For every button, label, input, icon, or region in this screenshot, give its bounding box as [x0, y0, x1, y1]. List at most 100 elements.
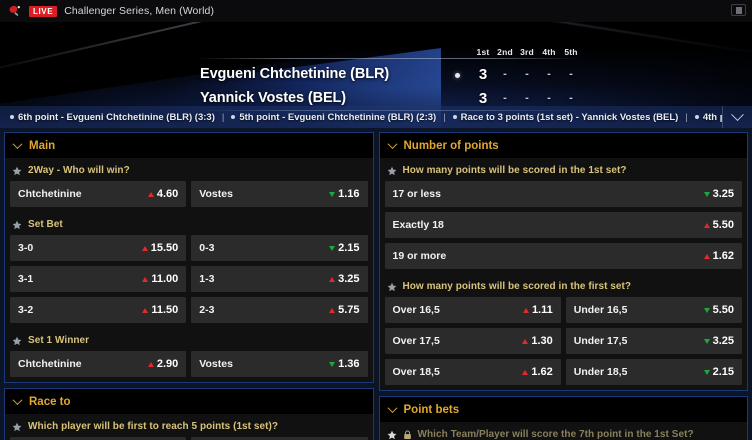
- star-icon[interactable]: [12, 220, 22, 230]
- selection-label: 19 or more: [392, 250, 447, 262]
- selection-row: Over 18,5 1.62 Under 18,5 2.15: [384, 359, 742, 385]
- selection-button[interactable]: 19 or more 1.62: [384, 243, 742, 269]
- selection-odds: 1.16: [323, 188, 360, 200]
- selection-button[interactable]: Under 18,5 2.15: [565, 359, 742, 385]
- selection-odds: 1.62: [516, 366, 553, 378]
- panel-point-bets-header[interactable]: Point bets: [379, 397, 747, 422]
- selection-button[interactable]: 3-2 11.50: [10, 297, 187, 323]
- selection-button[interactable]: 3-1 11.00: [10, 266, 187, 292]
- trend-down-icon: [703, 369, 710, 375]
- match-events-ticker: 6th point - Evgueni Chtchetinine (BLR) (…: [0, 106, 752, 128]
- selection-row: 19 or more 1.62: [384, 243, 742, 269]
- trend-down-icon: [329, 191, 336, 197]
- markets-column-right: Number of points How many points will be…: [378, 132, 748, 440]
- odds-value: 2.90: [156, 358, 179, 370]
- selection-button[interactable]: Chtchetinine 2.90: [10, 437, 187, 440]
- selection-button[interactable]: 3-0 15.50: [10, 235, 187, 261]
- selection-button[interactable]: Chtchetinine 4.60: [10, 181, 187, 207]
- live-badge: LIVE: [29, 5, 58, 17]
- panel-main: Main 2Way - Who will win? Chtchetinine 4…: [4, 132, 374, 383]
- odds-value: 1.62: [712, 250, 734, 262]
- selection-button[interactable]: 17 or less 3.25: [384, 181, 742, 207]
- selection-odds: 1.30: [516, 335, 553, 347]
- selection-button[interactable]: Exactly 18 5.50: [384, 212, 742, 238]
- markets-area: Main 2Way - Who will win? Chtchetinine 4…: [0, 128, 752, 440]
- market-header: Which player will be first to reach 5 po…: [10, 414, 368, 437]
- selection-odds: 3.25: [698, 188, 734, 200]
- bullet-icon: [231, 115, 236, 119]
- selection-button[interactable]: Vostes 1.36: [191, 437, 368, 440]
- panel-race-to: Race to Which player will be first to re…: [4, 388, 374, 440]
- set-score: -: [525, 92, 529, 104]
- chevron-down-icon: [12, 139, 23, 150]
- star-icon[interactable]: [387, 166, 397, 176]
- player-name: Yannick Vostes (BEL): [200, 90, 346, 106]
- trend-up-icon: [141, 245, 148, 251]
- set-header: 1st: [476, 47, 490, 57]
- selection-button[interactable]: 2-3 5.75: [191, 297, 368, 323]
- trend-up-icon: [142, 307, 149, 313]
- selection-odds: 3.25: [323, 273, 360, 285]
- set-score: -: [525, 68, 529, 80]
- selection-row: Chtchetinine 4.60 Vostes 1.16: [10, 181, 368, 207]
- panel-race-to-header[interactable]: Race to: [5, 389, 373, 414]
- set-score: -: [547, 92, 551, 104]
- odds-value: 4.60: [156, 188, 179, 200]
- selection-row: Chtchetinine 2.90 Vostes 1.36: [10, 437, 368, 440]
- panel-title: Point bets: [403, 403, 460, 416]
- star-icon[interactable]: [12, 422, 22, 432]
- selection-row: Over 16,5 1.11 Under 16,5 5.50: [384, 297, 742, 323]
- ticker-item-text: 4th p...: [702, 111, 722, 123]
- odds-value: 1.16: [338, 188, 360, 200]
- market-header: How many points will be scored in the fi…: [385, 274, 743, 297]
- odds-value: 2.15: [712, 366, 734, 378]
- table-tennis-paddle-icon: [9, 5, 20, 16]
- selection-button[interactable]: 1-3 3.25: [191, 266, 368, 292]
- panel-main-body: 2Way - Who will win? Chtchetinine 4.60 V…: [5, 158, 373, 382]
- selection-label: Under 18,5: [573, 366, 628, 378]
- selection-row: 3-2 11.50 2-3 5.75: [10, 297, 368, 323]
- odds-value: 1.62: [531, 366, 553, 378]
- selection-button[interactable]: Over 16,5 1.11: [384, 297, 561, 323]
- ticker-separator: |: [443, 111, 446, 123]
- ticker-item-text: 5th point - Evgueni Chtchetinine (BLR) (…: [239, 111, 437, 123]
- selection-label: 0-3: [199, 242, 215, 254]
- selection-button[interactable]: Vostes 1.16: [191, 181, 368, 207]
- market-header: How many points will be scored in the 1s…: [385, 158, 743, 181]
- star-icon[interactable]: [12, 336, 22, 346]
- panel-number-of-points: Number of points How many points will be…: [378, 132, 748, 391]
- picture-in-picture-button[interactable]: [731, 4, 746, 16]
- ticker-expand-button[interactable]: [722, 106, 752, 128]
- selection-odds: 11.00: [136, 273, 178, 285]
- selection-button[interactable]: Chtchetinine 2.90: [10, 351, 187, 377]
- set-score: -: [569, 68, 573, 80]
- selection-button[interactable]: Over 18,5 1.62: [384, 359, 561, 385]
- selection-label: 3-2: [18, 304, 34, 316]
- star-icon[interactable]: [387, 282, 397, 292]
- odds-value: 11.00: [151, 273, 179, 285]
- selection-odds: 2.15: [323, 242, 360, 254]
- selection-odds: 15.50: [136, 242, 178, 254]
- selection-button[interactable]: Under 16,5 5.50: [565, 297, 742, 323]
- selection-button[interactable]: Vostes 1.36: [191, 351, 368, 377]
- panel-point-bets-body: Which Team/Player will score the 7th poi…: [379, 422, 747, 440]
- ticker-item: Race to 3 points (1st set) - Yannick Vos…: [452, 112, 678, 123]
- selection-label: 3-0: [18, 242, 34, 254]
- selection-odds: 2.90: [142, 358, 178, 370]
- selection-odds: 1.62: [698, 250, 734, 262]
- player-score: 3: [478, 65, 488, 83]
- odds-value: 1.11: [531, 304, 553, 316]
- selection-button[interactable]: 0-3 2.15: [191, 235, 368, 261]
- star-icon[interactable]: [12, 166, 22, 176]
- player-row: Evgueni Chtchetinine (BLR) 3 - - - -: [200, 62, 582, 86]
- selection-button[interactable]: Under 17,5 3.25: [565, 328, 742, 354]
- set-header: 5th: [564, 47, 578, 57]
- trend-up-icon: [329, 276, 336, 282]
- ticker-item: 6th point - Evgueni Chtchetinine (BLR) (…: [10, 112, 215, 123]
- trend-up-icon: [522, 338, 529, 344]
- selection-button[interactable]: Over 17,5 1.30: [384, 328, 561, 354]
- panel-number-of-points-header[interactable]: Number of points: [379, 133, 747, 158]
- market-header: Set 1 Winner: [10, 328, 368, 351]
- panel-main-header[interactable]: Main: [5, 133, 373, 158]
- star-icon[interactable]: [387, 430, 397, 440]
